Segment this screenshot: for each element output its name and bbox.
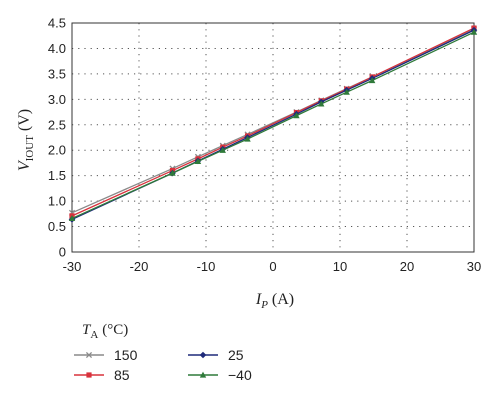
x-tick-label: -20 bbox=[130, 259, 149, 274]
grid bbox=[72, 23, 474, 252]
data-point bbox=[169, 169, 176, 176]
y-tick-label: 4.0 bbox=[48, 41, 66, 56]
y-tick-label: 0.5 bbox=[48, 219, 66, 234]
y-tick-label: 3.0 bbox=[48, 92, 66, 107]
legend-item: 25 bbox=[188, 347, 244, 363]
y-tick-label: 0 bbox=[59, 245, 66, 260]
data-point bbox=[368, 77, 376, 84]
legend-marker bbox=[199, 351, 207, 359]
legend-marker bbox=[86, 372, 92, 378]
data-point bbox=[244, 135, 251, 142]
legend-marker bbox=[199, 371, 207, 378]
series-4 bbox=[68, 28, 478, 222]
legend-label: −40 bbox=[228, 367, 252, 383]
x-tick-label: 30 bbox=[467, 259, 481, 274]
legend-title: TA (°C) bbox=[82, 322, 128, 341]
legend-label: 150 bbox=[114, 347, 138, 363]
series-line bbox=[71, 27, 475, 217]
data-point bbox=[219, 146, 226, 153]
data-point bbox=[293, 112, 300, 119]
x-tick-label: 10 bbox=[333, 259, 347, 274]
y-tick-label: 2.5 bbox=[48, 117, 66, 132]
axis-ticks: -30 -20 -10 0 10 20 30 0 0.5 1.0 1.5 2.0 2.5 3.0 3.5 4.… bbox=[48, 16, 481, 275]
y-tick-label: 3.5 bbox=[48, 66, 66, 81]
series-line bbox=[71, 31, 475, 220]
x-tick-label: -30 bbox=[63, 259, 82, 274]
x-tick-label: 0 bbox=[269, 259, 276, 274]
data-point bbox=[68, 215, 76, 222]
y-axis-title: VIOUT(V) bbox=[16, 109, 36, 171]
legend-item: 85 bbox=[74, 367, 130, 383]
legend-item: −40 bbox=[188, 367, 252, 383]
x-axis-title: IP (A) bbox=[255, 291, 294, 311]
legend-marker bbox=[85, 351, 93, 359]
y-tick-label: 4.5 bbox=[48, 16, 66, 31]
y-tick-label: 1.5 bbox=[48, 168, 66, 183]
data-point bbox=[318, 100, 325, 107]
legend-items: 150 85 25 −40 bbox=[74, 347, 252, 383]
y-tick-label: 2.0 bbox=[48, 143, 66, 158]
plot-frame bbox=[71, 22, 475, 253]
data-point bbox=[194, 158, 202, 165]
y-tick-label: 1.0 bbox=[48, 194, 66, 209]
legend-label: 25 bbox=[228, 347, 244, 363]
series-group bbox=[68, 25, 478, 223]
x-tick-label: 20 bbox=[400, 259, 414, 274]
x-tick-label: -10 bbox=[197, 259, 216, 274]
legend: TA (°C) 150 85 25 −40 bbox=[74, 322, 252, 383]
legend-label: 85 bbox=[114, 367, 130, 383]
legend-item: 150 bbox=[74, 347, 138, 363]
data-point bbox=[343, 88, 350, 95]
data-point bbox=[470, 28, 478, 35]
